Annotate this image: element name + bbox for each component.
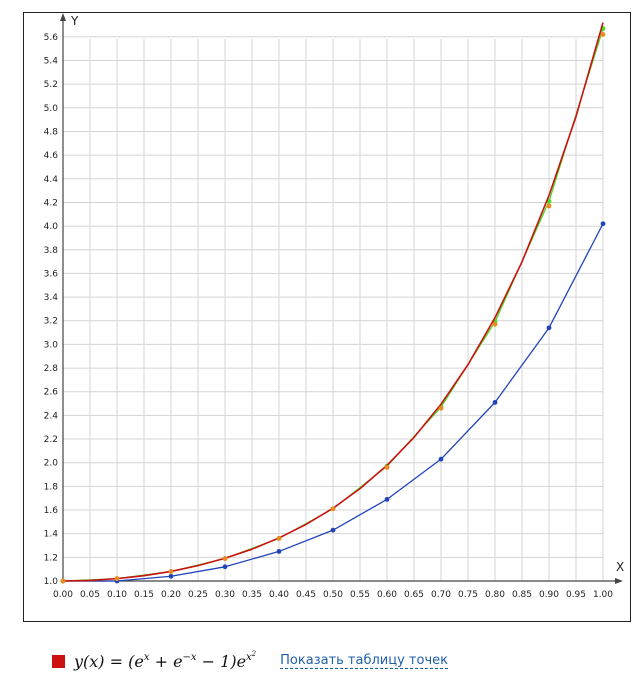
data-point: [384, 496, 390, 502]
y-tick-label: 1.8: [44, 482, 59, 492]
x-tick-label: 0.20: [161, 590, 181, 600]
data-point: [330, 527, 336, 533]
x-axis-arrow: [615, 578, 623, 584]
data-point: [546, 203, 552, 209]
show-table-link[interactable]: Показать таблицу точек: [280, 653, 448, 669]
grid: [63, 36, 604, 581]
data-point: [168, 569, 174, 574]
data-point: [114, 576, 120, 582]
y-tick-label: 2.6: [44, 388, 59, 398]
data-point: [330, 506, 336, 512]
y-tick-label: 2.8: [44, 364, 59, 374]
y-tick-label: 4.0: [44, 222, 59, 232]
y-tick-label: 2.0: [44, 459, 59, 469]
legend-swatch: [52, 654, 65, 668]
y-tick-label: 1.6: [44, 506, 59, 516]
y-tick-label: 1.0: [44, 577, 59, 587]
x-tick-label: 0.10: [107, 590, 127, 600]
formula-sup-x2: x2: [246, 649, 257, 663]
series-layer: [60, 22, 606, 584]
x-tick-label: 0.60: [377, 590, 397, 600]
y-tick-label: 2.4: [44, 411, 59, 421]
formula-lhs: y(x) = (e: [74, 651, 144, 671]
x-tick-label: 0.05: [80, 590, 100, 600]
x-tick-label: 0.40: [269, 590, 289, 600]
y-tick-label: 1.2: [44, 553, 58, 563]
x-tick-label: 0.95: [566, 590, 586, 600]
data-point: [384, 465, 390, 470]
y-tick-label: 5.0: [44, 104, 59, 114]
legend-formula: y(x) = (ex + e−x − 1)ex2: [74, 649, 257, 671]
x-tick-label: 0.50: [323, 590, 343, 600]
data-point: [438, 405, 444, 411]
y-tick-label: 3.8: [44, 246, 59, 256]
data-point: [222, 556, 228, 561]
chart-plot: 0.00 0.05 0.10 0.15 0.20 0.25 0.30 0.35 0.40 0.45…: [44, 13, 624, 600]
x-tick-label: 0.15: [134, 590, 154, 600]
y-tick-label: 1.4: [44, 530, 59, 540]
x-tick-label: 0.65: [404, 590, 424, 600]
data-point: [492, 321, 498, 327]
formula-tail: − 1)e: [196, 651, 247, 671]
y-tick-label: 4.6: [44, 151, 59, 161]
x-tick-label: 0.55: [350, 590, 370, 600]
data-point: [600, 221, 606, 227]
axes: [60, 13, 623, 584]
formula-mid: + e: [149, 651, 183, 671]
x-tick-label: 0.80: [485, 590, 505, 600]
y-tick-label: 3.4: [44, 293, 59, 303]
formula-sup-negx: −x: [182, 651, 197, 663]
data-point: [276, 536, 282, 541]
x-tick-label: 0.00: [53, 590, 73, 600]
formula-sup-x2-base: x: [246, 651, 252, 663]
x-tick-label: 0.35: [242, 590, 262, 600]
data-point: [222, 564, 228, 570]
y-tick-label: 2.2: [44, 435, 58, 445]
chart-frame: 0.00 0.05 0.10 0.15 0.20 0.25 0.30 0.35 0.40 0.45…: [23, 12, 631, 622]
x-tick-label: 0.45: [296, 590, 316, 600]
data-point: [168, 573, 174, 579]
data-point: [492, 399, 498, 405]
y-tick-label: 3.2: [44, 317, 58, 327]
data-point: [546, 325, 552, 331]
x-tick-label: 1.00: [593, 590, 613, 600]
x-tick-label: 0.30: [215, 590, 235, 600]
x-tick-label: 0.70: [431, 590, 451, 600]
y-axis-arrow: [60, 13, 66, 21]
y-tick-label: 3.6: [44, 269, 59, 279]
y-tick-label: 4.4: [44, 175, 59, 185]
x-tick-label: 0.85: [512, 590, 532, 600]
data-point: [276, 549, 282, 554]
y-tick-label: 3.0: [44, 340, 59, 350]
y-tick-label: 5.6: [44, 33, 59, 43]
data-point: [60, 578, 66, 584]
tick-labels: 0.00 0.05 0.10 0.15 0.20 0.25 0.30 0.35 0.40 0.45…: [44, 33, 614, 600]
x-axis-label: X: [616, 560, 624, 574]
x-tick-label: 0.90: [539, 590, 559, 600]
x-tick-label: 0.75: [458, 590, 478, 600]
x-tick-label: 0.25: [188, 590, 208, 600]
data-point: [438, 456, 444, 462]
y-tick-label: 5.4: [44, 56, 59, 66]
y-tick-label: 4.8: [44, 127, 59, 137]
data-point: [600, 32, 606, 37]
formula-sup-x2-exp: 2: [251, 649, 257, 658]
y-tick-label: 4.2: [44, 198, 58, 208]
y-tick-label: 5.2: [44, 80, 58, 90]
y-axis-label: Y: [70, 14, 79, 28]
legend: y(x) = (ex + e−x − 1)ex2 Показать таблиц…: [52, 648, 448, 674]
formula-sup-x: x: [143, 651, 150, 663]
